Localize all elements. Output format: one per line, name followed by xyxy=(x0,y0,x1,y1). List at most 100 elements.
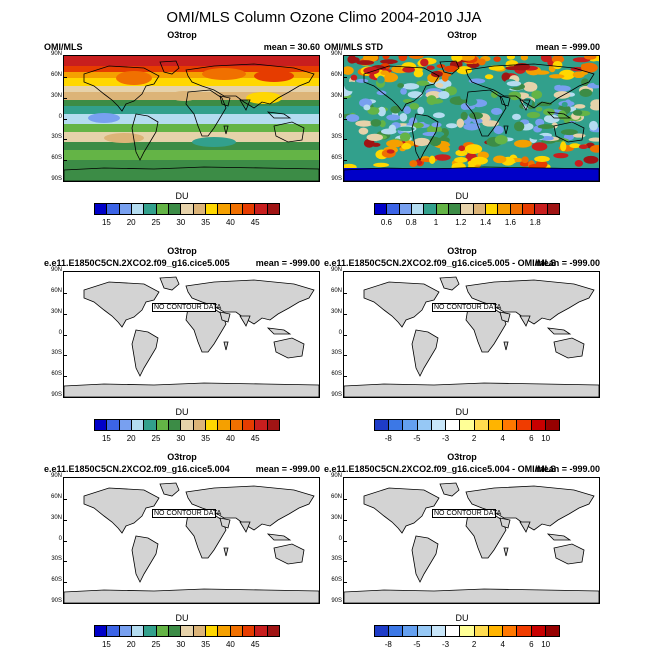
panel-title: O3trop xyxy=(447,452,477,462)
field-patch xyxy=(426,95,437,106)
colorbar-swatch xyxy=(474,420,489,430)
continent-outline xyxy=(546,111,572,119)
lat-tick xyxy=(344,376,347,378)
colorbar-swatch xyxy=(424,204,437,214)
field-patch xyxy=(572,109,583,116)
colorbar-swatch xyxy=(193,204,206,214)
lat-tick xyxy=(64,519,67,521)
colorbar-swatch xyxy=(242,626,256,636)
colorbar-swatch xyxy=(95,204,108,214)
field-patch xyxy=(426,65,435,70)
lat-tick xyxy=(344,292,347,294)
field-patch xyxy=(451,56,463,62)
colorbar-swatch xyxy=(156,626,169,636)
continent-outline xyxy=(266,533,292,541)
lat-tick-label: 30N xyxy=(330,514,342,521)
colorbar-label: 4 xyxy=(500,640,505,649)
field-patch xyxy=(386,149,395,154)
lat-tick xyxy=(64,540,67,542)
lat-tick xyxy=(344,582,347,584)
lat-tick xyxy=(64,355,67,357)
colorbar-swatch xyxy=(156,204,169,214)
map-panel-2: O3trop OMI/MLS STD mean = -999.00 90N 60N 30N… xyxy=(324,30,600,230)
field-patch xyxy=(526,111,541,119)
field-patch xyxy=(390,105,401,114)
colorbar-swatch xyxy=(474,626,489,636)
continent-outline xyxy=(439,60,460,75)
field-patch xyxy=(347,56,360,64)
continent-outline xyxy=(239,521,251,533)
field-band xyxy=(64,160,319,181)
lat-tick-label: 60N xyxy=(330,71,342,78)
lat-tick xyxy=(64,376,67,378)
colorbar-swatch xyxy=(131,420,145,430)
field-patch xyxy=(351,138,361,146)
field-patch xyxy=(537,124,555,130)
colorbar-swatch xyxy=(144,420,157,430)
continent-outline xyxy=(553,543,585,565)
colorbar-label: 1.8 xyxy=(529,218,541,227)
field-patch xyxy=(355,120,373,127)
colorbar-label: 20 xyxy=(126,640,136,649)
field-patch xyxy=(359,85,374,96)
field-patch xyxy=(551,56,565,64)
continent-outline xyxy=(266,111,292,119)
map-svg xyxy=(344,276,599,397)
field-patch xyxy=(438,91,450,100)
lat-tick xyxy=(344,355,347,357)
field-patch xyxy=(450,134,468,143)
colorbar-label: 15 xyxy=(101,640,111,649)
field-patch xyxy=(477,58,486,66)
field-patch xyxy=(402,83,420,90)
field-patch xyxy=(464,144,483,154)
field-patch xyxy=(420,58,429,67)
field-patch xyxy=(535,106,543,112)
lat-tick xyxy=(344,76,347,78)
lat-tick-label: 30S xyxy=(51,350,62,357)
field-patch xyxy=(116,71,152,85)
continent-outline xyxy=(503,547,509,557)
field-patch xyxy=(493,125,504,135)
map-svg xyxy=(64,56,319,181)
colorbar-swatch xyxy=(119,626,132,636)
field-patch xyxy=(363,104,371,111)
field-patch xyxy=(458,145,466,152)
field-patch xyxy=(572,133,586,138)
field-patch xyxy=(569,143,581,149)
field-patch xyxy=(530,75,546,84)
colorbar-swatch xyxy=(255,204,268,214)
continent-outline xyxy=(465,279,595,325)
colorbar-label: 0.6 xyxy=(380,218,392,227)
field-patch xyxy=(458,56,475,61)
field-patch xyxy=(529,134,545,140)
colorbar-swatch xyxy=(267,626,279,636)
mean-label: mean = -999.00 xyxy=(255,258,320,268)
no-data-label: NO CONTOUR DATA xyxy=(152,303,222,312)
field-patch xyxy=(579,88,593,98)
field-band xyxy=(344,168,599,181)
continent-outline xyxy=(64,382,319,397)
colorbar-label: -3 xyxy=(441,434,450,443)
field-patch xyxy=(373,162,390,168)
colorbar-label: 1.4 xyxy=(480,218,492,227)
colorbar-swatch xyxy=(168,626,182,636)
continent-outline xyxy=(219,517,231,529)
field-patch xyxy=(254,70,294,82)
colorbar-label: 45 xyxy=(250,218,260,227)
field-band xyxy=(64,72,319,78)
colorbar-swatch xyxy=(255,420,268,430)
lat-tick xyxy=(344,118,347,120)
field-patch xyxy=(350,74,358,81)
lat-tick-label: 90N xyxy=(50,267,62,273)
continent-outline xyxy=(185,485,315,531)
colorbar-swatch xyxy=(267,204,279,214)
map-svg xyxy=(344,482,599,603)
lat-tick xyxy=(64,334,67,336)
lat-tick-label: 90S xyxy=(331,598,342,604)
lat-tick xyxy=(64,313,67,315)
field-band xyxy=(64,100,319,106)
continent-outline xyxy=(219,311,231,323)
colorbar-swatch xyxy=(547,204,559,214)
field-patch xyxy=(192,137,236,147)
continent-outline xyxy=(273,121,305,143)
